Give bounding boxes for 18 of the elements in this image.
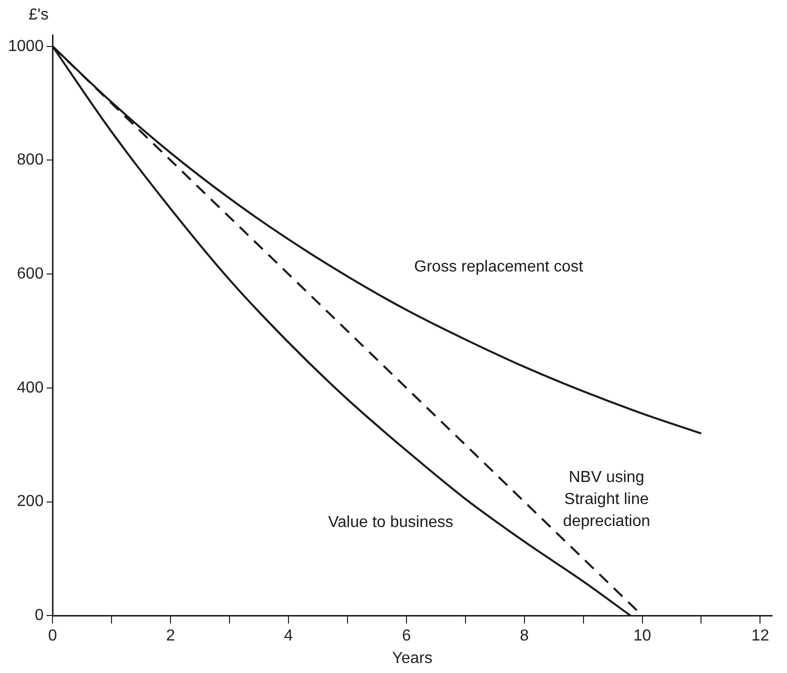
text: Gross replacement cost [414, 258, 584, 276]
x-tick-label: 4 [284, 628, 294, 645]
y-axis-title: £'s [28, 6, 49, 24]
x-tick-label: 6 [402, 628, 411, 645]
y-tick-label: 600 [16, 265, 44, 282]
y-tick-label: 200 [16, 493, 44, 510]
y-tick-label: 800 [16, 152, 44, 169]
y-tick-label: 0 [34, 607, 44, 624]
x-tick-label: 2 [166, 628, 176, 645]
series-label: Value to business [328, 514, 454, 532]
x-tick-label: 0 [48, 628, 58, 645]
x-tick-label: 8 [520, 628, 529, 645]
series-label: NBV using Straight line depreciation [562, 468, 650, 530]
x-tick-label: 10 [633, 628, 652, 645]
x-axis-title: Years [392, 650, 432, 667]
y-tick-label: 400 [16, 379, 44, 396]
y-tick-label: 1000 [8, 38, 44, 55]
x-tick-label: 12 [751, 628, 770, 645]
